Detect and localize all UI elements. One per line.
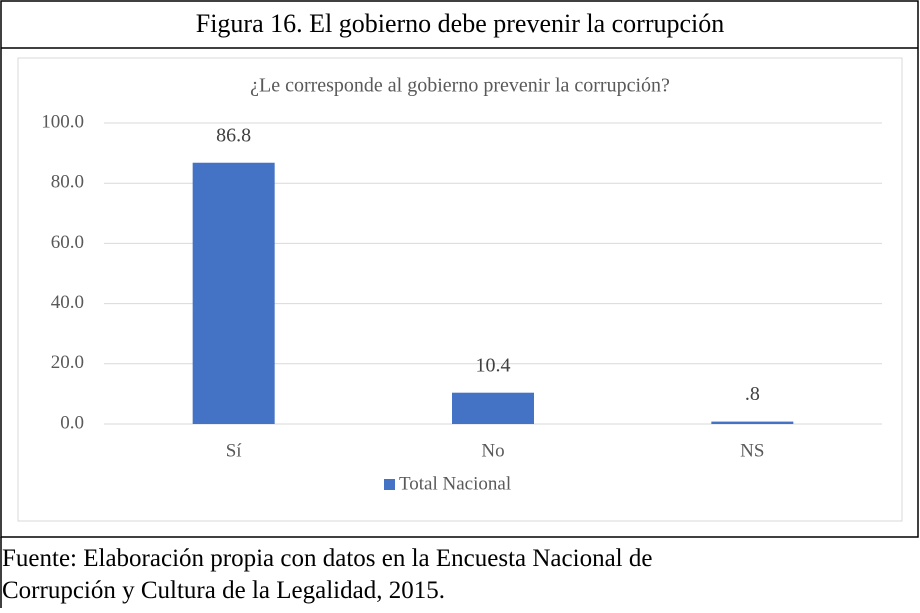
chart-frame: [17, 57, 903, 522]
chart-title: ¿Le corresponde al gobierno prevenir la …: [250, 75, 670, 97]
legend-swatch: [384, 479, 395, 490]
data-label: .8: [745, 383, 760, 405]
bar: [192, 162, 275, 424]
data-label: 86.8: [216, 124, 251, 146]
figure-caption: Figura 16. El gobierno debe prevenir la …: [196, 9, 725, 38]
figure-frame: [0, 0, 919, 538]
x-tick-label: NS: [740, 440, 764, 461]
data-label: 10.4: [476, 354, 511, 376]
y-tick-label: 80.0: [51, 172, 84, 193]
source-note: Fuente: Elaboración propia con datos en …: [2, 545, 653, 604]
y-tick-label: 20.0: [51, 352, 84, 373]
legend-label: Total Nacional: [399, 473, 511, 494]
x-tick-label: No: [481, 440, 504, 461]
y-tick-label: 100.0: [41, 111, 84, 132]
bar: [452, 392, 534, 424]
x-tick-label: Sí: [226, 440, 243, 461]
y-tick-label: 40.0: [51, 292, 84, 313]
y-tick-label: 60.0: [51, 232, 84, 253]
y-tick-label: 0.0: [60, 412, 84, 433]
bar: [711, 421, 794, 424]
